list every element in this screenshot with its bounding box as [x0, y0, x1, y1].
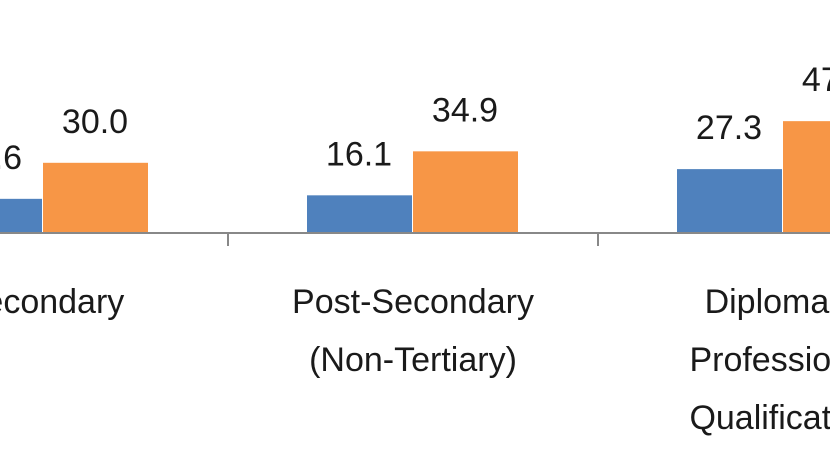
x-tick-label: Qualification: [689, 399, 830, 437]
bar: [43, 162, 148, 233]
bar: [677, 169, 782, 233]
bar: [307, 195, 412, 233]
x-tick-label: (Non-Tertiary): [309, 341, 517, 379]
x-tick-label: Professional: [689, 341, 830, 379]
data-label: 30.0: [62, 103, 128, 141]
x-tick-label: Diploma &: [705, 283, 830, 321]
bar: [0, 198, 42, 233]
bar: [413, 151, 518, 233]
data-label: 34.9: [432, 91, 498, 129]
x-tick-label: Post-Secondary: [292, 283, 534, 321]
data-label: 47.8: [802, 61, 830, 99]
data-label: 14.6: [0, 139, 22, 177]
data-label: 16.1: [326, 135, 392, 173]
x-tick-label: Secondary: [0, 283, 124, 321]
data-label: 27.3: [696, 109, 762, 147]
bar: [783, 121, 830, 233]
